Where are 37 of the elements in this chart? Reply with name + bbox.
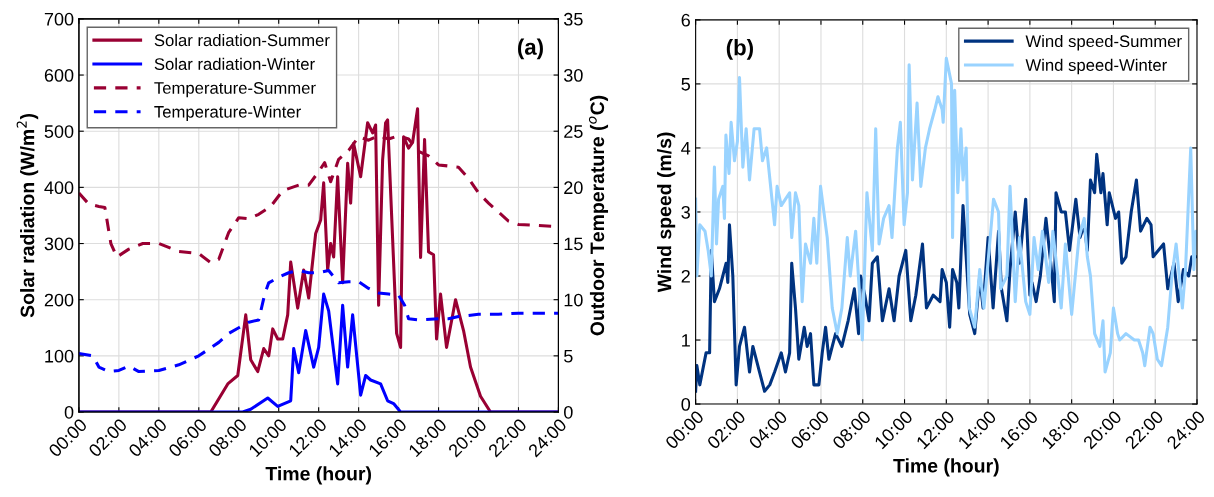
y-axis-title: Solar radiation (W/m$^{2}$) xyxy=(16,113,39,318)
y2-tick-label: 0 xyxy=(564,405,573,419)
y-tick-label: 4 xyxy=(681,142,691,155)
y2-tick-label: 15 xyxy=(564,237,583,251)
y2-tick-label: 25 xyxy=(564,125,583,138)
y-tick-label: 3 xyxy=(681,205,690,219)
legend-label: Wind speed-Winter xyxy=(1025,58,1167,75)
y2-tick-label: 5 xyxy=(564,349,573,363)
annotation: (a) xyxy=(518,38,543,60)
y-tick-label: 600 xyxy=(44,68,74,82)
y2-tick-label: 10 xyxy=(564,293,583,307)
y-tick-label: 300 xyxy=(44,237,74,251)
y2-axis-title: Outdoor Temperature ($^{o}$C) xyxy=(588,95,609,336)
y-tick-label: 1 xyxy=(682,334,690,347)
y2-tick-label: 35 xyxy=(563,12,583,26)
legend-label: Wind speed-Summer xyxy=(1025,34,1182,51)
y-tick-label: 2 xyxy=(681,269,690,283)
y-tick-label: 400 xyxy=(44,181,74,195)
annotation: (b) xyxy=(726,39,753,60)
legend-label: Solar radiation-Summer xyxy=(154,33,330,47)
y-tick-label: 5 xyxy=(681,78,690,91)
y-tick-label: 0 xyxy=(681,398,691,411)
y-tick-label: 200 xyxy=(44,293,74,307)
y-tick-label: 700 xyxy=(44,12,74,26)
x-axis-title: Time (hour) xyxy=(893,458,999,477)
y-axis-title: Wind speed (m/s) xyxy=(657,132,676,293)
x-axis-title: Time (hour) xyxy=(265,466,372,485)
legend-label: Solar radiation-Winter xyxy=(154,57,315,70)
y-tick-label: 6 xyxy=(681,13,690,27)
y-tick-label: 100 xyxy=(45,349,74,363)
legend-label: Temperature-Winter xyxy=(154,105,301,122)
y2-tick-label: 30 xyxy=(563,68,583,82)
y-tick-label: 0 xyxy=(64,405,74,419)
line-series xyxy=(78,268,559,374)
legend-label: Temperature-Summer xyxy=(154,82,316,98)
y-tick-label: 500 xyxy=(44,125,74,138)
y2-tick-label: 20 xyxy=(564,181,583,195)
